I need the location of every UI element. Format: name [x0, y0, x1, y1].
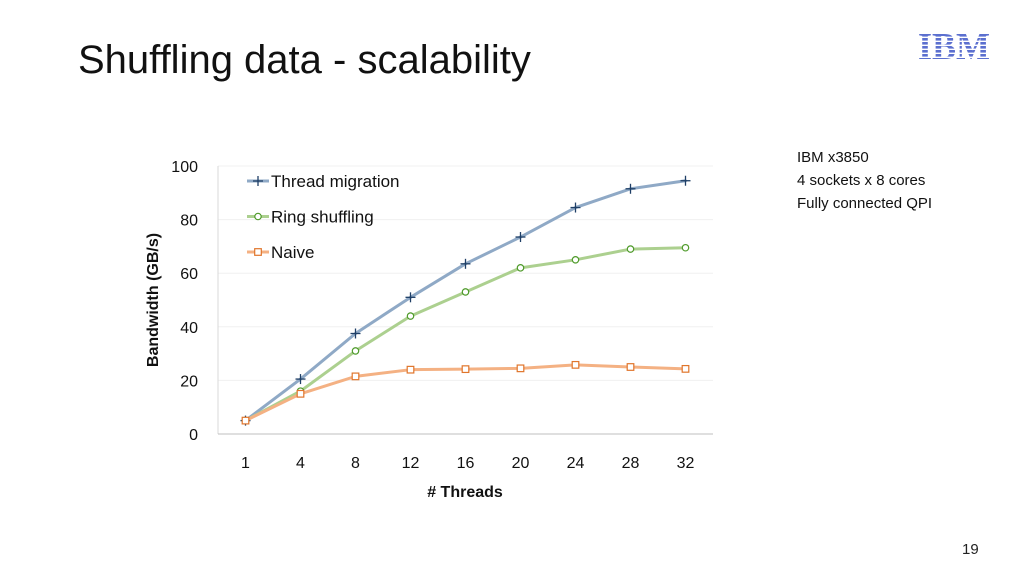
legend-label: Naive	[271, 243, 314, 262]
data-point	[571, 255, 580, 264]
data-point	[350, 328, 361, 339]
note-line: Fully connected QPI	[797, 195, 933, 212]
data-point	[406, 365, 415, 374]
data-point	[351, 347, 360, 355]
x-tick-label: 16	[457, 455, 475, 472]
legend-marker	[254, 248, 262, 256]
legend-label: Ring shuffling	[271, 208, 374, 227]
slide-title: Shuffling data - scalability	[78, 38, 531, 82]
data-point	[405, 292, 416, 303]
y-axis-title: Bandwidth (GB/s)	[145, 233, 162, 367]
data-point	[515, 232, 526, 243]
legend: Thread migration Ring shuffling Naive	[247, 172, 400, 262]
x-tick-label: 1	[241, 455, 250, 472]
data-point	[626, 363, 635, 371]
page-number: 19	[962, 541, 979, 558]
data-point	[351, 372, 360, 381]
data-point	[516, 264, 525, 272]
data-point	[406, 312, 415, 320]
x-axis-title: # Threads	[427, 484, 503, 501]
data-point	[241, 416, 250, 425]
y-tick-label: 0	[189, 427, 198, 444]
note-line: 4 sockets x 8 cores	[797, 172, 926, 189]
data-point	[296, 389, 305, 398]
legend-marker	[254, 212, 262, 221]
note-line: IBM x3850	[797, 149, 869, 166]
data-point	[570, 202, 581, 213]
data-point	[625, 183, 636, 194]
y-tick-label: 60	[180, 266, 198, 283]
x-tick-label: 28	[622, 455, 640, 472]
system-note: IBM x3850 4 sockets x 8 cores Fully conn…	[797, 146, 932, 215]
x-tick-label: 32	[677, 455, 695, 472]
y-tick-label: 100	[171, 159, 198, 176]
y-tick-label: 80	[180, 213, 198, 230]
tick-labels: 0 20 40 60 80 100 1 4 8 12 16 20 24 28 32	[171, 159, 694, 472]
axes	[217, 166, 713, 435]
x-tick-label: 12	[402, 455, 420, 472]
x-tick-label: 24	[567, 455, 585, 472]
legend-label: Thread migration	[271, 172, 400, 191]
y-tick-label: 40	[180, 320, 198, 337]
data-point	[681, 243, 690, 252]
ibm-logo: IBM	[918, 30, 990, 61]
data-point	[461, 365, 470, 374]
gridlines	[218, 165, 713, 381]
legend-entry: Thread migration	[247, 172, 400, 191]
y-tick-label: 20	[180, 373, 198, 390]
legend-marker	[253, 176, 263, 186]
legend-entry: Naive	[247, 243, 314, 262]
data-point	[626, 245, 635, 253]
data-point	[516, 364, 525, 373]
data-point	[461, 288, 470, 296]
ibm-logo-text: IBM	[918, 30, 990, 61]
data-point	[571, 360, 580, 369]
legend-entry: Ring shuffling	[247, 208, 374, 227]
x-tick-label: 20	[512, 455, 530, 472]
series-line	[244, 363, 687, 423]
series-lines	[240, 175, 691, 426]
data-point	[295, 374, 306, 385]
data-point	[680, 175, 691, 186]
x-tick-label: 4	[296, 455, 305, 472]
x-tick-label: 8	[351, 455, 360, 472]
data-point	[681, 364, 690, 373]
data-point	[460, 258, 471, 269]
